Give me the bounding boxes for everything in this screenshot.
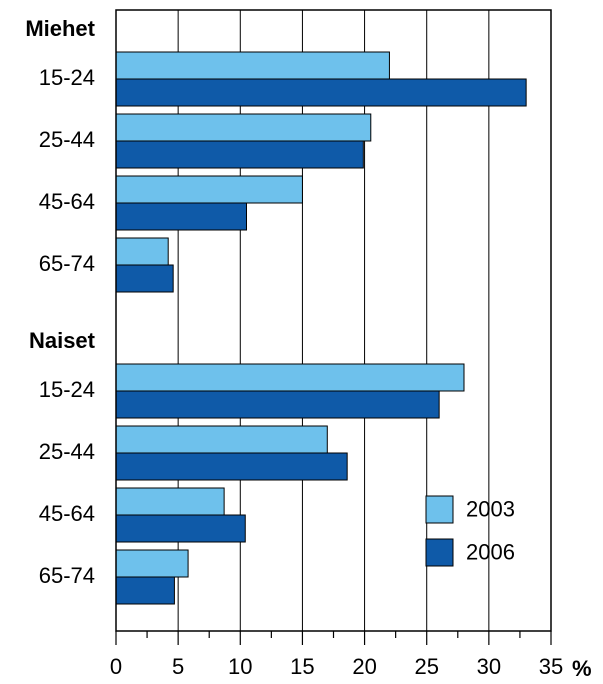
bar-naiset-65-74-2003 [115,549,189,578]
legend-swatch-2006 [425,538,454,567]
bar-miehet-65-74-2003 [115,237,169,266]
category-label-naiset-65-74: 65-74 [39,563,95,588]
bar-naiset-15-24-2006 [115,390,440,419]
x-tick-label-35: 35 [539,654,563,679]
category-label-miehet-15-24: 15-24 [39,65,95,90]
bar-miehet-45-64-2006 [115,202,247,231]
bar-naiset-65-74-2006 [115,576,175,605]
bar-miehet-25-44-2003 [115,113,372,142]
legend-swatch-2003 [425,495,454,524]
category-label-naiset-45-64: 45-64 [39,501,95,526]
bar-miehet-65-74-2006 [115,264,174,293]
category-labels: Miehet 15-24 25-44 45-64 65-74 Naiset 15-24 25-… [25,16,95,588]
bars [115,51,527,605]
legend: 2003 2006 [425,495,515,567]
x-tick-label-5: 5 [172,654,184,679]
x-tick-label-15: 15 [290,654,314,679]
bar-miehet-15-24-2003 [115,51,390,80]
legend-label-2006: 2006 [466,539,515,564]
axes: 0 5 10 15 20 25 30 35% [110,9,592,681]
bar-naiset-15-24-2003 [115,363,465,392]
x-tick-label-25: 25 [414,654,438,679]
category-label-miehet-65-74: 65-74 [39,251,95,276]
bar-naiset-25-44-2003 [115,425,328,454]
bar-miehet-15-24-2006 [115,78,527,107]
x-tick-label-0: 0 [110,654,122,679]
bar-naiset-45-64-2003 [115,487,225,516]
group-label-miehet: Miehet [25,16,95,41]
x-tick-label-20: 20 [352,654,376,679]
bar-miehet-45-64-2003 [115,175,303,204]
bar-miehet-25-44-2006 [115,140,364,169]
legend-label-2003: 2003 [466,496,515,521]
category-label-miehet-45-64: 45-64 [39,189,95,214]
x-tick-label-10: 10 [228,654,252,679]
category-label-naiset-15-24: 15-24 [39,377,95,402]
category-label-naiset-25-44: 25-44 [39,439,95,464]
bar-naiset-25-44-2006 [115,452,348,481]
x-unit-label: % [572,656,592,681]
group-label-naiset: Naiset [29,328,96,353]
category-label-miehet-25-44: 25-44 [39,127,95,152]
x-tick-label-30: 30 [477,654,501,679]
bar-naiset-45-64-2006 [115,514,246,543]
